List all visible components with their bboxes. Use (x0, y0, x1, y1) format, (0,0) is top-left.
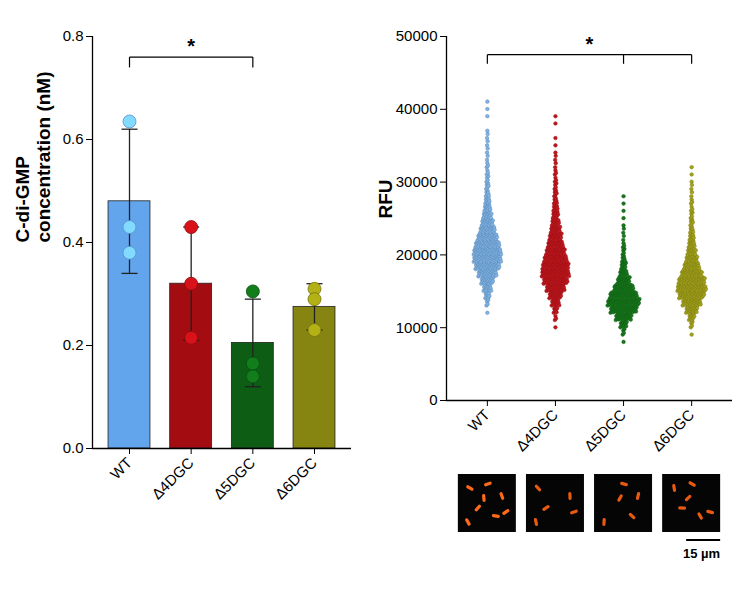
svg-text:0.2: 0.2 (63, 336, 84, 353)
svg-text:*: * (187, 35, 195, 57)
svg-text:C-di-GMPconcentration (nM): C-di-GMPconcentration (nM) (12, 72, 55, 243)
svg-text:WT: WT (464, 406, 493, 435)
svg-text:40000: 40000 (396, 100, 438, 117)
svg-text:0.4: 0.4 (63, 233, 84, 250)
svg-text:30000: 30000 (396, 173, 438, 190)
svg-text:Δ5DGC: Δ5DGC (210, 454, 259, 503)
svg-text:Δ4DGC: Δ4DGC (512, 406, 561, 455)
svg-text:15 µm: 15 µm (683, 546, 720, 561)
svg-text:Δ5DGC: Δ5DGC (580, 406, 629, 455)
svg-text:0.6: 0.6 (63, 130, 84, 147)
html-text:B: B (374, 2, 392, 29)
svg-text:Δ4DGC: Δ4DGC (148, 454, 197, 503)
svg-text:50000: 50000 (396, 27, 438, 44)
svg-text:20000: 20000 (396, 246, 438, 263)
svg-text:0: 0 (429, 391, 437, 408)
svg-text:WT: WT (106, 454, 135, 483)
svg-text:Δ6DGC: Δ6DGC (271, 454, 320, 503)
html-text:A: A (6, 2, 24, 29)
svg-text:0.0: 0.0 (63, 439, 84, 456)
svg-text:Δ6DGC: Δ6DGC (649, 406, 698, 455)
svg-text:*: * (586, 33, 594, 55)
svg-text:10000: 10000 (396, 319, 438, 336)
svg-text:0.8: 0.8 (63, 27, 84, 44)
svg-text:RFU: RFU (374, 179, 395, 218)
